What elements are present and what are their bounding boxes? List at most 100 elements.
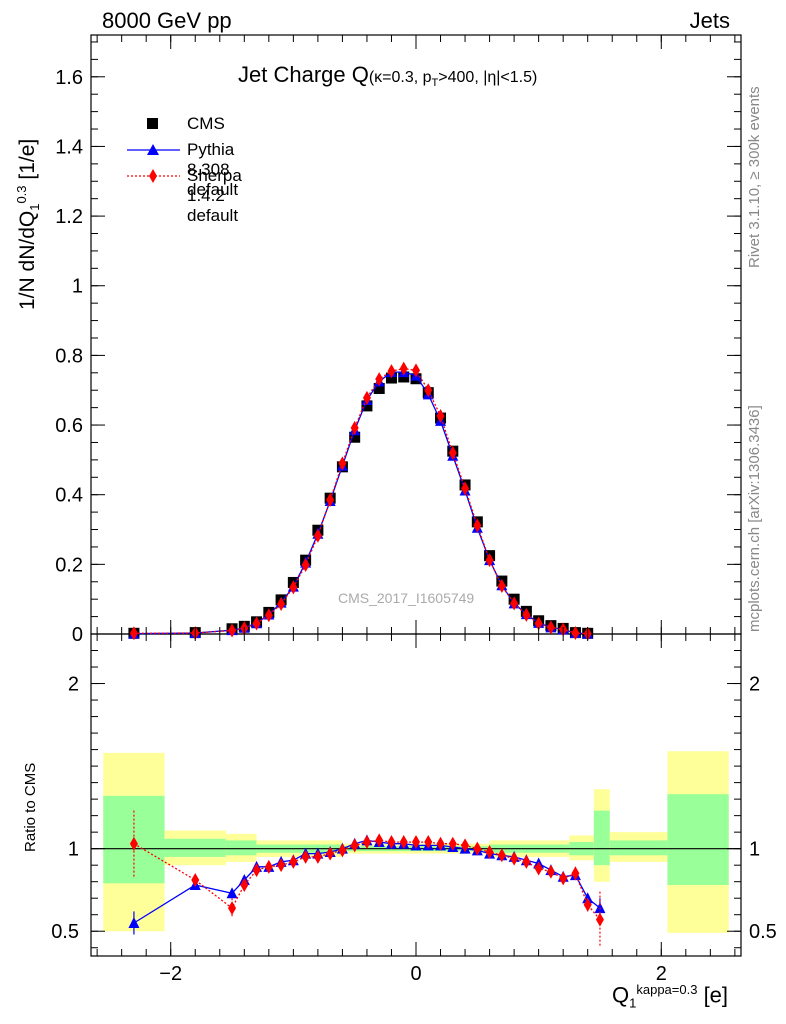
data-point-sherpa bbox=[559, 871, 568, 886]
data-point-sherpa bbox=[313, 528, 322, 543]
data-point-sherpa bbox=[448, 445, 457, 460]
data-point-sherpa bbox=[412, 363, 420, 378]
data-point-sherpa bbox=[412, 835, 420, 850]
ratio-tick-label: 2 bbox=[68, 674, 79, 696]
legend-marker-diamond-icon bbox=[127, 169, 180, 183]
y-tick-label: 0.2 bbox=[55, 554, 83, 576]
header-right: Jets bbox=[689, 8, 730, 33]
legend-marker-triangle-icon bbox=[127, 144, 180, 155]
ratio-tick-label-right: 1 bbox=[749, 839, 760, 861]
title-main: Jet Charge Q bbox=[238, 62, 369, 87]
legend-label: Pythia 8.308 default bbox=[187, 140, 239, 199]
ratio-tick-label: 1 bbox=[68, 839, 79, 861]
y-axis-label-top: 1/N dN/dQ10.3 [1/e] bbox=[14, 139, 42, 310]
data-point-sherpa bbox=[424, 383, 433, 398]
data-point-pythia bbox=[226, 887, 238, 899]
title-sub-t: T bbox=[431, 77, 439, 90]
chart-title: Jet Charge Q(κ=0.3, pT>400, |η|<1.5) bbox=[238, 62, 537, 89]
data-point-sherpa bbox=[252, 616, 261, 631]
data-point-sherpa bbox=[350, 420, 359, 435]
ratio-band-inner bbox=[667, 794, 729, 885]
data-point-sherpa bbox=[301, 849, 310, 864]
data-point-pythia bbox=[128, 916, 140, 928]
main-series-layer bbox=[128, 361, 594, 641]
data-point-sherpa bbox=[289, 854, 298, 869]
data-point-sherpa bbox=[375, 372, 384, 387]
ratio-series-layer bbox=[128, 810, 606, 948]
data-point-sherpa bbox=[350, 838, 359, 853]
data-point-sherpa bbox=[534, 861, 543, 876]
data-point-sherpa bbox=[375, 833, 384, 848]
ratio-line-sherpa bbox=[133, 839, 601, 921]
y-tick-label: 0.6 bbox=[55, 415, 83, 437]
ratio-band-inner bbox=[164, 838, 226, 857]
y-tick-label: 0 bbox=[72, 624, 83, 646]
title-sub2: >400, |η|<1.5) bbox=[438, 69, 538, 86]
data-point-sherpa bbox=[424, 835, 433, 850]
data-point-cms bbox=[373, 382, 385, 394]
ylabel-sup: 0.3 bbox=[14, 185, 29, 204]
ylabel-sub: 1 bbox=[27, 203, 43, 211]
data-point-sherpa bbox=[362, 835, 371, 850]
data-point-sherpa bbox=[473, 841, 482, 856]
header-left: 8000 GeV pp bbox=[102, 8, 232, 33]
y-axis-label-ratio: Ratio to CMS bbox=[22, 762, 39, 852]
data-point-sherpa bbox=[522, 607, 531, 622]
ylabel-b: [1/e] bbox=[16, 138, 39, 186]
data-point-sherpa bbox=[313, 849, 322, 864]
data-point-sherpa bbox=[240, 877, 249, 892]
title-sub: (κ=0.3, p bbox=[368, 69, 432, 86]
data-point-sherpa bbox=[461, 481, 470, 496]
data-point-sherpa bbox=[277, 858, 286, 873]
axis-ticks: 0 0.2 0.4 0.6 0.8 1 1.2 1.4 1.6 0.5 0.5 1 1 2 2 −2 0 2 bbox=[51, 35, 777, 985]
data-point-sherpa bbox=[595, 912, 604, 927]
x-axis-label: Q1kappa=0.3 [e] bbox=[612, 982, 728, 1011]
data-point-sherpa bbox=[338, 456, 347, 471]
data-point-sherpa bbox=[436, 408, 445, 423]
xlabel-a: Q bbox=[612, 982, 630, 1008]
ratio-frame bbox=[90, 633, 742, 957]
data-point-sherpa bbox=[534, 616, 543, 631]
xlabel-sub: 1 bbox=[629, 995, 637, 1011]
data-point-sherpa bbox=[399, 835, 408, 850]
data-point-sherpa bbox=[510, 596, 519, 611]
data-point-sherpa bbox=[277, 597, 286, 612]
data-point-cms bbox=[349, 431, 361, 443]
legend-label: CMS bbox=[187, 114, 225, 133]
data-point-sherpa bbox=[387, 364, 396, 379]
data-point-sherpa bbox=[485, 553, 494, 568]
ratio-tick-label-right: 0.5 bbox=[749, 921, 777, 943]
data-point-sherpa bbox=[448, 836, 457, 851]
data-point-sherpa bbox=[289, 580, 298, 595]
data-point-cms bbox=[361, 400, 373, 412]
ratio-tick-label-right: 2 bbox=[749, 674, 760, 696]
ratio-tick-label: 0.5 bbox=[51, 921, 79, 943]
data-point-sherpa bbox=[362, 390, 371, 405]
data-point-sherpa bbox=[510, 851, 519, 866]
data-point-sherpa bbox=[338, 843, 347, 858]
xlabel-sup: kappa=0.3 bbox=[636, 982, 698, 997]
data-point-pythia bbox=[582, 892, 594, 904]
y-tick-label: 1.2 bbox=[55, 206, 83, 228]
data-point-sherpa bbox=[228, 623, 237, 638]
legend-marker-square-icon bbox=[147, 118, 158, 129]
mcplots-label: mcplots.cern.ch [arXiv:1306.3436] bbox=[746, 405, 763, 632]
data-point-sherpa bbox=[546, 864, 555, 879]
x-tick-label: 2 bbox=[656, 963, 667, 985]
data-point-sherpa bbox=[129, 836, 138, 851]
data-point-sherpa bbox=[129, 626, 138, 641]
data-point-sherpa bbox=[387, 835, 396, 850]
legend-label: Sherpa 1.4.2 default bbox=[187, 166, 242, 225]
data-point-sherpa bbox=[497, 578, 506, 593]
data-point-sherpa bbox=[301, 558, 310, 573]
data-point-sherpa bbox=[264, 859, 273, 874]
x-tick-label: −2 bbox=[159, 963, 182, 985]
data-point-sherpa bbox=[264, 608, 273, 623]
y-tick-label: 1.4 bbox=[55, 136, 83, 158]
ratio-band-inner bbox=[609, 840, 668, 856]
xlabel-b: [e] bbox=[697, 982, 729, 1008]
watermark: CMS_2017_I1605749 bbox=[338, 590, 475, 606]
rivet-label: Rivet 3.1.10, ≥ 300k events bbox=[746, 86, 763, 268]
data-point-sherpa bbox=[399, 361, 408, 376]
